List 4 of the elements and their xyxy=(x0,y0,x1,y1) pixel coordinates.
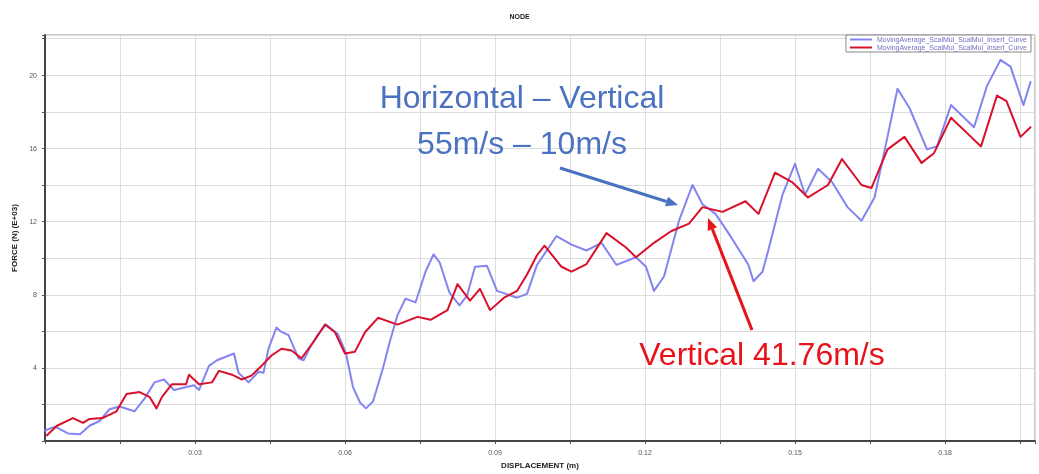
y-axis-title: FORCE (N) (E+03) xyxy=(9,203,19,272)
x-axis-title: DISPLACEMENT (m) xyxy=(501,460,580,470)
annotation: Vertical 41.76m/s xyxy=(639,336,885,372)
annotation: Horizontal – Vertical 55m/s – 10m/s xyxy=(379,79,665,161)
